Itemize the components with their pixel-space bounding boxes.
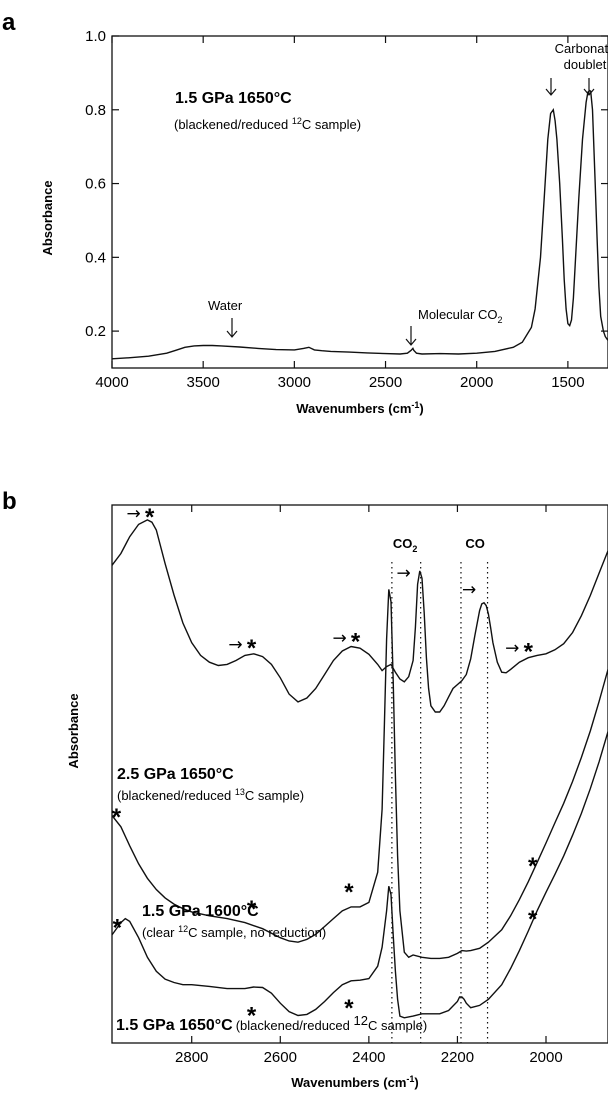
panel-label-b: b — [2, 488, 17, 515]
panel-label-a: a — [2, 9, 16, 36]
condition-label-b1: 2.5 GPa 1650°C — [117, 766, 234, 783]
peak-arrow: → — [396, 563, 410, 583]
peak-arrow: → — [505, 639, 519, 659]
carbonate-annotation-line2: doublet — [564, 57, 607, 72]
chart-panel-a: 0.2 0.4 0.6 0.8 1.0 4000 3500 3000 2500 2000 1500… — [40, 28, 608, 416]
peak-marker: * — [247, 635, 257, 662]
x-tick-label-b: 2000 — [529, 1049, 562, 1066]
water-annotation: Water — [208, 298, 243, 313]
peak-marker: * — [528, 906, 538, 933]
y-tick-label-a: 0.2 — [85, 323, 106, 340]
co2-annotation: Molecular CO2 — [418, 307, 502, 325]
y-tick-label-a: 1.0 — [85, 28, 106, 45]
reference-label: CO — [465, 536, 485, 551]
peak-marker: * — [113, 914, 123, 941]
reference-label: CO2 — [393, 536, 418, 554]
y-tick-label-a: 0.6 — [85, 176, 106, 193]
peak-marker: * — [351, 628, 361, 655]
co2-arrow — [406, 326, 416, 345]
peak-marker: * — [528, 853, 538, 880]
sample-label-a: (blackened/reduced 12C sample) — [174, 116, 361, 132]
peak-arrow: → — [228, 635, 242, 655]
peak-arrow: → — [127, 504, 141, 524]
x-axis-title-b: Wavenumbers (cm-1) — [291, 1074, 419, 1090]
condition-label-b3: 1.5 GPa 1650°C (blackened/reduced 12C sam… — [116, 1013, 427, 1034]
x-tick-label-a: 1500 — [551, 374, 584, 391]
sample-label-b2: (clear 12C sample, no reduction) — [142, 924, 326, 940]
y-tick-label-a: 0.8 — [85, 102, 106, 119]
water-arrow — [227, 318, 237, 337]
carbonate-arrows — [546, 78, 594, 95]
peak-marker: * — [524, 639, 534, 666]
x-tick-label-a: 4000 — [95, 374, 128, 391]
condition-label-a: 1.5 GPa 1650°C — [175, 90, 292, 107]
sample-label-b1: (blackened/reduced 13C sample) — [117, 787, 304, 803]
chart-panel-b: 2800 2600 2400 2200 2000 CO2 CO *→*→ *→*→*****… — [66, 504, 608, 1090]
peak-marker: * — [344, 879, 354, 906]
y-axis-title-a: Absorbance — [40, 180, 55, 255]
x-tick-label-b: 2200 — [441, 1049, 474, 1066]
peak-marker: * — [145, 504, 155, 531]
peak-arrow: → — [332, 628, 346, 648]
x-tick-label-a: 2000 — [460, 374, 493, 391]
y-tick-label-a: 0.4 — [85, 249, 106, 266]
condition-label-b2: 1.5 GPa 1600°C — [142, 903, 259, 920]
spectrum-line-b-1 — [112, 520, 608, 712]
x-tick-label-a: 3500 — [186, 374, 219, 391]
peak-marker: * — [112, 804, 122, 831]
peak-arrow: → — [462, 580, 476, 600]
y-axis-title-b: Absorbance — [66, 693, 81, 768]
x-tick-label-b: 2600 — [264, 1049, 297, 1066]
x-tick-label-a: 2500 — [369, 374, 402, 391]
carbonate-annotation-line1: Carbonate — [555, 41, 608, 56]
x-axis-title-a: Wavenumbers (cm-1) — [296, 400, 424, 416]
x-tick-label-b: 2400 — [352, 1049, 385, 1066]
x-tick-label-b: 2800 — [175, 1049, 208, 1066]
x-tick-label-a: 3000 — [278, 374, 311, 391]
